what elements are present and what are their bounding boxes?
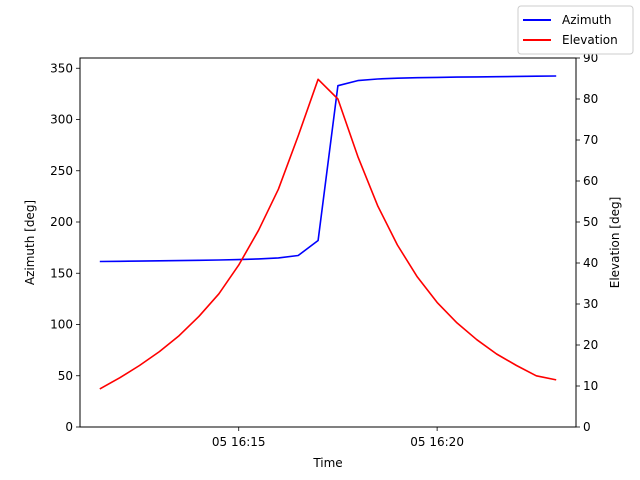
right-axis-label: Elevation [deg] [608, 197, 622, 289]
series-layer [99, 75, 557, 390]
left-axis: 0 50 100 150 200 250 300 350 [50, 61, 80, 434]
right-tick-label: 80 [583, 92, 598, 106]
left-tick-label: 300 [50, 113, 73, 127]
x-tick-label: 05 16:15 [212, 435, 266, 449]
legend: Azimuth Elevation [517, 5, 634, 55]
left-axis-label: Azimuth [deg] [23, 200, 37, 285]
left-tick-label: 150 [50, 266, 73, 280]
right-tick-label: 50 [583, 215, 598, 229]
right-tick-label: 70 [583, 133, 598, 147]
left-tick-label: 100 [50, 318, 73, 332]
x-axis: 05 16:15 05 16:20 [212, 427, 464, 449]
right-tick-label: 60 [583, 174, 598, 188]
legend-box [517, 5, 634, 55]
left-tick-label: 0 [65, 420, 73, 434]
plot-frame [79, 57, 577, 428]
right-tick-label: 0 [583, 420, 591, 434]
right-tick-label: 30 [583, 297, 598, 311]
series-line-elevation [99, 78, 557, 390]
right-tick-label: 20 [583, 338, 598, 352]
left-tick-label: 250 [50, 164, 73, 178]
right-tick-label: 10 [583, 379, 598, 393]
plot-area [80, 58, 576, 427]
legend-label-elevation: Elevation [562, 33, 618, 47]
series-line-azimuth [99, 75, 557, 263]
right-tick-label: 40 [583, 256, 598, 270]
legend-label-azimuth: Azimuth [562, 13, 611, 27]
x-axis-label: Time [312, 456, 342, 470]
left-tick-label: 200 [50, 215, 73, 229]
left-tick-label: 50 [58, 369, 73, 383]
x-tick-label: 05 16:20 [410, 435, 464, 449]
left-tick-label: 350 [50, 61, 73, 75]
